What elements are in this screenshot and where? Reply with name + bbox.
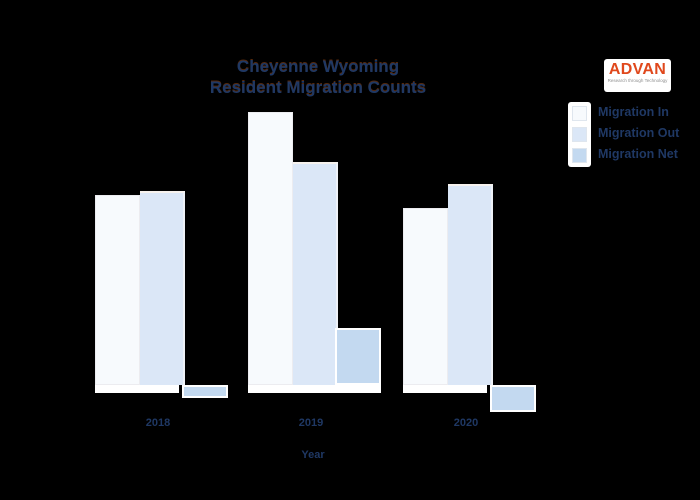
legend-swatch-2 [572, 148, 587, 163]
baseline-strip [403, 385, 487, 393]
advan-logo-tagline: Research through Technology [607, 78, 668, 83]
bar-migration-in-2020 [403, 208, 448, 385]
bar-migration-in-2018 [95, 195, 140, 385]
bar-migration-net-2020 [490, 385, 536, 412]
chart-title-line1: Cheyenne Wyoming [236, 57, 400, 76]
chart-title-line2: Resident Migration Counts [209, 78, 427, 97]
legend-label: Migration In [598, 105, 669, 119]
bar-migration-out-2020 [448, 184, 493, 385]
x-axis-label: Year [301, 449, 325, 461]
legend-label: Migration Out [598, 126, 680, 140]
legend-label: Migration Net [598, 147, 678, 161]
legend-swatch-column [568, 102, 591, 167]
advan-logo-text: ADVAN [608, 61, 667, 78]
baseline-strip [95, 385, 179, 393]
x-tick-2020: 2020 [453, 417, 479, 429]
advan-logo: ADVAN Research through Technology [604, 59, 671, 92]
bar-migration-net-2018 [182, 385, 228, 398]
x-tick-2018: 2018 [145, 417, 171, 429]
bar-migration-net-2019 [335, 328, 381, 385]
bar-migration-out-2018 [140, 191, 185, 385]
chart-title: Cheyenne Wyoming Resident Migration Coun… [118, 56, 518, 98]
bar-migration-out-2019 [293, 162, 338, 385]
bar-migration-in-2019 [248, 112, 293, 385]
x-tick-2019: 2019 [298, 417, 324, 429]
legend-labels: Migration In Migration Out Migration Net [598, 102, 679, 165]
baseline-strip [248, 385, 381, 393]
legend-swatch-1 [572, 127, 587, 142]
legend-swatch-0 [572, 106, 587, 121]
